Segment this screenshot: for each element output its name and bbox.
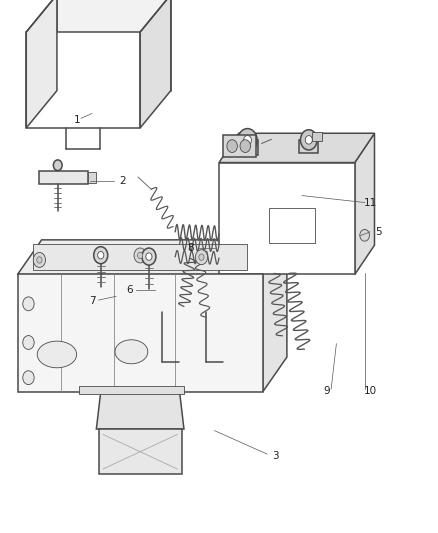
Polygon shape — [263, 240, 287, 392]
Text: 2: 2 — [119, 176, 126, 186]
Circle shape — [23, 297, 34, 311]
Circle shape — [23, 371, 34, 385]
Circle shape — [305, 135, 312, 144]
Circle shape — [53, 160, 62, 171]
Polygon shape — [219, 133, 374, 163]
Circle shape — [33, 253, 46, 268]
Bar — [269, 208, 315, 243]
Circle shape — [98, 252, 104, 259]
Bar — [223, 135, 256, 157]
Text: 8: 8 — [187, 243, 194, 253]
Circle shape — [195, 249, 208, 265]
Circle shape — [37, 257, 42, 263]
Bar — [237, 140, 258, 155]
Polygon shape — [140, 0, 171, 128]
Polygon shape — [57, 0, 171, 91]
Polygon shape — [219, 163, 355, 274]
Polygon shape — [33, 244, 247, 270]
Circle shape — [134, 248, 146, 263]
Circle shape — [300, 130, 317, 150]
Circle shape — [138, 252, 143, 259]
Bar — [299, 140, 318, 153]
Polygon shape — [18, 240, 287, 274]
Circle shape — [199, 254, 204, 260]
Text: 5: 5 — [375, 227, 382, 237]
Polygon shape — [96, 392, 184, 429]
Text: 1: 1 — [73, 115, 80, 125]
Bar — [312, 132, 322, 141]
Circle shape — [360, 229, 369, 241]
Circle shape — [238, 128, 257, 152]
Polygon shape — [355, 133, 374, 274]
Polygon shape — [26, 32, 140, 128]
Circle shape — [146, 253, 152, 260]
Text: 6: 6 — [126, 286, 133, 295]
Circle shape — [142, 248, 156, 265]
Circle shape — [23, 336, 34, 350]
Polygon shape — [18, 274, 263, 392]
Text: 9: 9 — [323, 386, 330, 395]
Bar — [88, 172, 96, 183]
Text: 3: 3 — [272, 451, 279, 461]
Polygon shape — [99, 429, 182, 474]
Circle shape — [240, 140, 251, 152]
Circle shape — [227, 140, 237, 152]
Text: 10: 10 — [364, 386, 377, 395]
Circle shape — [244, 135, 251, 145]
Ellipse shape — [115, 340, 148, 364]
Polygon shape — [26, 0, 57, 128]
Ellipse shape — [37, 341, 77, 368]
Bar — [79, 386, 184, 394]
Bar — [39, 171, 88, 184]
Text: 7: 7 — [88, 296, 95, 306]
Circle shape — [94, 247, 108, 264]
Text: 11: 11 — [364, 198, 377, 207]
